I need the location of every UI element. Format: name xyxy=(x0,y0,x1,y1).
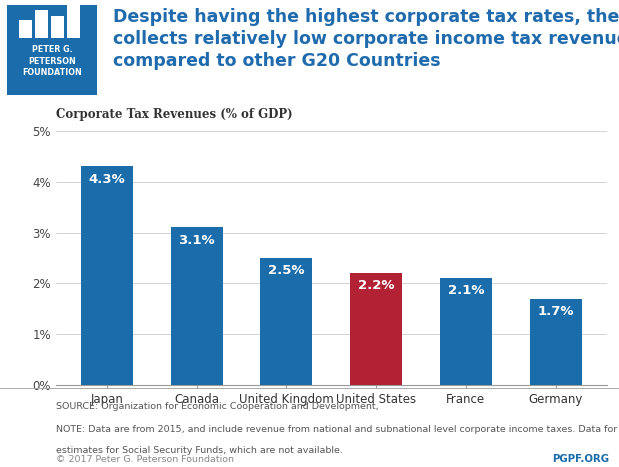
Text: Corporate Tax Revenues (% of GDP): Corporate Tax Revenues (% of GDP) xyxy=(56,107,292,120)
Text: 2.1%: 2.1% xyxy=(448,284,484,297)
Text: 3.1%: 3.1% xyxy=(178,234,215,247)
Bar xyxy=(35,10,48,38)
Bar xyxy=(170,227,223,385)
Bar xyxy=(350,273,402,385)
Text: © 2017 Peter G. Peterson Foundation: © 2017 Peter G. Peterson Foundation xyxy=(56,455,234,464)
Bar xyxy=(260,258,313,385)
Text: Despite having the highest corporate tax rates, the U.S.
collects relatively low: Despite having the highest corporate tax… xyxy=(113,8,619,71)
Text: 1.7%: 1.7% xyxy=(537,305,574,318)
Bar xyxy=(529,299,582,385)
Text: 2.2%: 2.2% xyxy=(358,279,394,292)
Text: SOURCE: Organization for Economic Cooperation and Development,: SOURCE: Organization for Economic Cooper… xyxy=(56,402,381,410)
Bar xyxy=(439,278,492,385)
Text: 2.5%: 2.5% xyxy=(268,264,305,277)
Bar xyxy=(67,3,80,38)
Text: estimates for Social Security Funds, which are not available.: estimates for Social Security Funds, whi… xyxy=(56,446,342,455)
Bar xyxy=(80,166,133,385)
Bar xyxy=(51,16,64,38)
Text: PETER G.
PETERSON
FOUNDATION: PETER G. PETERSON FOUNDATION xyxy=(22,45,82,77)
Text: 4.3%: 4.3% xyxy=(89,172,125,185)
Text: PGPF.ORG: PGPF.ORG xyxy=(553,454,610,464)
Bar xyxy=(7,5,97,95)
Bar xyxy=(19,20,32,38)
Text: NOTE: Data are from 2015, and include revenue from national and subnational leve: NOTE: Data are from 2015, and include re… xyxy=(56,425,619,433)
